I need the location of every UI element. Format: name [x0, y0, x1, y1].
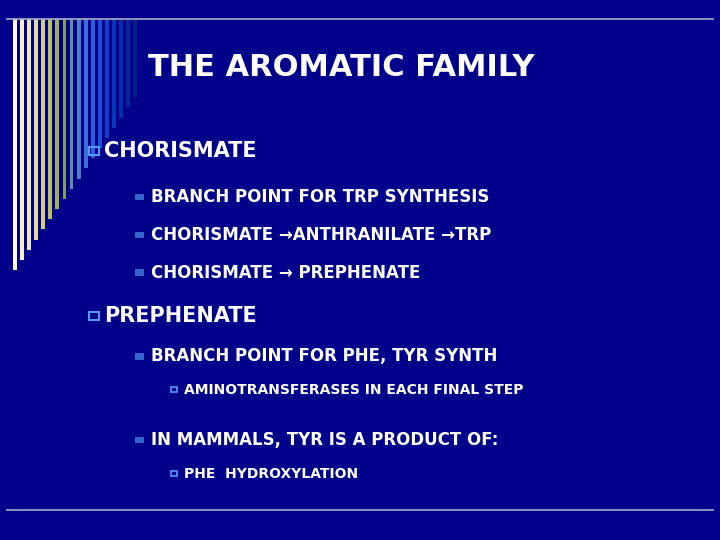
- Bar: [133, 19, 138, 97]
- Bar: [48, 19, 53, 219]
- Text: CHORISMATE → PREPHENATE: CHORISMATE → PREPHENATE: [151, 264, 420, 282]
- Bar: [135, 353, 144, 360]
- Text: CHORISMATE →ANTHRANILATE →TRP: CHORISMATE →ANTHRANILATE →TRP: [151, 226, 492, 244]
- Bar: [55, 19, 59, 209]
- Bar: [171, 388, 177, 392]
- Bar: [135, 194, 144, 200]
- Text: IN MAMMALS, TYR IS A PRODUCT OF:: IN MAMMALS, TYR IS A PRODUCT OF:: [151, 431, 498, 449]
- Bar: [20, 19, 24, 260]
- Bar: [126, 19, 130, 107]
- Bar: [13, 19, 17, 270]
- Bar: [41, 19, 45, 230]
- Bar: [91, 19, 95, 158]
- Bar: [171, 471, 177, 476]
- Bar: [98, 19, 102, 148]
- Text: CHORISMATE: CHORISMATE: [104, 141, 257, 161]
- Bar: [105, 19, 109, 138]
- Text: PHE  HYDROXYLATION: PHE HYDROXYLATION: [184, 467, 358, 481]
- Bar: [135, 269, 144, 276]
- Bar: [135, 437, 144, 443]
- Bar: [120, 19, 123, 118]
- Text: AMINOTRANSFERASES IN EACH FINAL STEP: AMINOTRANSFERASES IN EACH FINAL STEP: [184, 383, 523, 397]
- Bar: [84, 19, 88, 168]
- Bar: [70, 19, 73, 188]
- Bar: [35, 19, 38, 240]
- Text: THE AROMATIC FAMILY: THE AROMATIC FAMILY: [148, 53, 534, 82]
- Bar: [112, 19, 116, 127]
- Text: PREPHENATE: PREPHENATE: [104, 306, 257, 326]
- Bar: [27, 19, 31, 249]
- Text: BRANCH POINT FOR PHE, TYR SYNTH: BRANCH POINT FOR PHE, TYR SYNTH: [151, 347, 498, 366]
- Text: BRANCH POINT FOR TRP SYNTHESIS: BRANCH POINT FOR TRP SYNTHESIS: [151, 188, 490, 206]
- Bar: [77, 19, 81, 179]
- Bar: [63, 19, 66, 199]
- Bar: [89, 147, 99, 155]
- Bar: [89, 312, 99, 320]
- Bar: [135, 232, 144, 238]
